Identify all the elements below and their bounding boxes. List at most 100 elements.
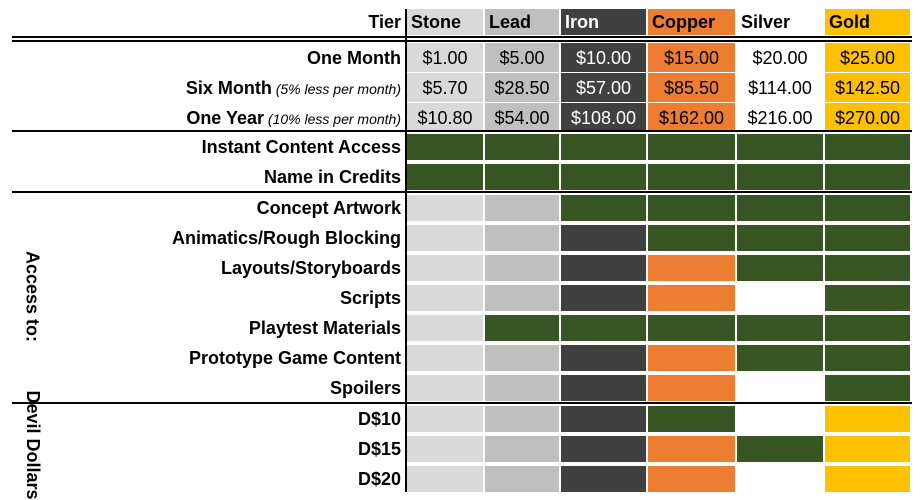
pricing-period: Six Month	[185, 78, 272, 98]
price-gold: $25.00	[825, 43, 910, 72]
excluded-cell-silver	[737, 285, 823, 311]
devil-feature-label: D$10	[357, 409, 401, 429]
excluded-cell-gold	[825, 436, 910, 462]
excluded-cell-stone	[407, 345, 483, 371]
excluded-cell-iron	[561, 466, 646, 492]
excluded-cell-iron	[561, 285, 646, 311]
pricing-note: (5% less per month)	[271, 81, 401, 97]
price-copper: $162.00	[648, 103, 735, 132]
included-cell-lead	[485, 164, 559, 190]
excluded-cell-lead	[485, 285, 559, 311]
devil-feature-label: D$20	[357, 469, 401, 489]
excluded-cell-stone	[407, 285, 483, 311]
price-copper: $85.50	[648, 73, 735, 102]
price-gold: $142.50	[825, 73, 910, 102]
tier-header-silver: Silver	[737, 9, 823, 35]
included-cell-silver	[737, 255, 823, 281]
excluded-cell-stone	[407, 466, 483, 492]
price-stone: $5.70	[407, 73, 483, 102]
included-cell-iron	[561, 164, 646, 190]
price-stone: $1.00	[407, 43, 483, 72]
price-gold: $270.00	[825, 103, 910, 132]
excluded-cell-stone	[407, 375, 483, 401]
general-feature-label: Name in Credits	[263, 167, 401, 187]
excluded-cell-lead	[485, 255, 559, 281]
excluded-cell-iron	[561, 436, 646, 462]
excluded-cell-copper	[648, 255, 735, 281]
excluded-cell-gold	[825, 466, 910, 492]
included-cell-gold	[825, 225, 910, 251]
excluded-cell-lead	[485, 375, 559, 401]
excluded-cell-stone	[407, 255, 483, 281]
price-lead: $28.50	[485, 73, 559, 102]
general-feature-label: Instant Content Access	[201, 137, 401, 157]
included-cell-silver	[737, 345, 823, 371]
included-cell-copper	[648, 406, 735, 432]
price-silver: $114.00	[737, 73, 823, 102]
section-rule-pricing	[12, 130, 912, 132]
excluded-cell-stone	[407, 406, 483, 432]
excluded-cell-iron	[561, 406, 646, 432]
pricing-note: (10% less per month)	[264, 111, 401, 127]
excluded-cell-lead	[485, 406, 559, 432]
included-cell-lead	[485, 315, 559, 341]
tier-header-stone: Stone	[407, 9, 483, 35]
included-cell-silver	[737, 225, 823, 251]
pricing-period: One Month	[307, 48, 401, 68]
included-cell-gold	[825, 164, 910, 190]
included-cell-iron	[561, 195, 646, 221]
devil-group-label: Devil Dollars	[23, 390, 43, 500]
included-cell-copper	[648, 164, 735, 190]
included-cell-copper	[648, 225, 735, 251]
price-iron: $57.00	[561, 73, 646, 102]
included-cell-silver	[737, 436, 823, 462]
included-cell-stone	[407, 164, 483, 190]
excluded-cell-stone	[407, 225, 483, 251]
access-feature-label: Playtest Materials	[248, 318, 401, 338]
included-cell-gold	[825, 255, 910, 281]
included-cell-copper	[648, 315, 735, 341]
excluded-cell-lead	[485, 225, 559, 251]
included-cell-lead	[485, 134, 559, 160]
tier-header-iron: Iron	[561, 9, 646, 35]
included-cell-silver	[737, 134, 823, 160]
included-cell-gold	[825, 195, 910, 221]
label-divider	[405, 9, 407, 492]
included-cell-iron	[561, 134, 646, 160]
excluded-cell-silver	[737, 466, 823, 492]
access-feature-label: Spoilers	[329, 378, 401, 398]
excluded-cell-stone	[407, 195, 483, 221]
included-cell-gold	[825, 134, 910, 160]
included-cell-stone	[407, 134, 483, 160]
pricing-period: One Year	[186, 108, 265, 128]
access-feature-label: Concept Artwork	[256, 198, 401, 218]
included-cell-silver	[737, 315, 823, 341]
included-cell-iron	[561, 315, 646, 341]
tier-header-copper: Copper	[648, 9, 735, 35]
excluded-cell-copper	[648, 375, 735, 401]
excluded-cell-iron	[561, 255, 646, 281]
included-cell-silver	[737, 195, 823, 221]
header-rule-bottom	[12, 40, 912, 42]
pricing-label: One Month	[0, 43, 405, 73]
price-stone: $10.80	[407, 103, 483, 132]
price-lead: $54.00	[485, 103, 559, 132]
price-lead: $5.00	[485, 43, 559, 72]
included-cell-copper	[648, 195, 735, 221]
included-cell-silver	[737, 164, 823, 190]
excluded-cell-copper	[648, 466, 735, 492]
access-feature-label: Scripts	[339, 288, 401, 308]
tier-header-gold: Gold	[825, 9, 910, 35]
tier-header-label: Tier	[368, 12, 401, 32]
price-copper: $15.00	[648, 43, 735, 72]
price-iron: $10.00	[561, 43, 646, 72]
included-cell-copper	[648, 134, 735, 160]
price-silver: $20.00	[737, 43, 823, 72]
header-rule-top	[12, 36, 912, 38]
section-rule-general	[12, 191, 912, 193]
excluded-cell-copper	[648, 345, 735, 371]
access-feature-label: Animatics/Rough Blocking	[171, 228, 401, 248]
excluded-cell-silver	[737, 375, 823, 401]
excluded-cell-lead	[485, 436, 559, 462]
access-feature-label: Layouts/Storyboards	[220, 258, 401, 278]
